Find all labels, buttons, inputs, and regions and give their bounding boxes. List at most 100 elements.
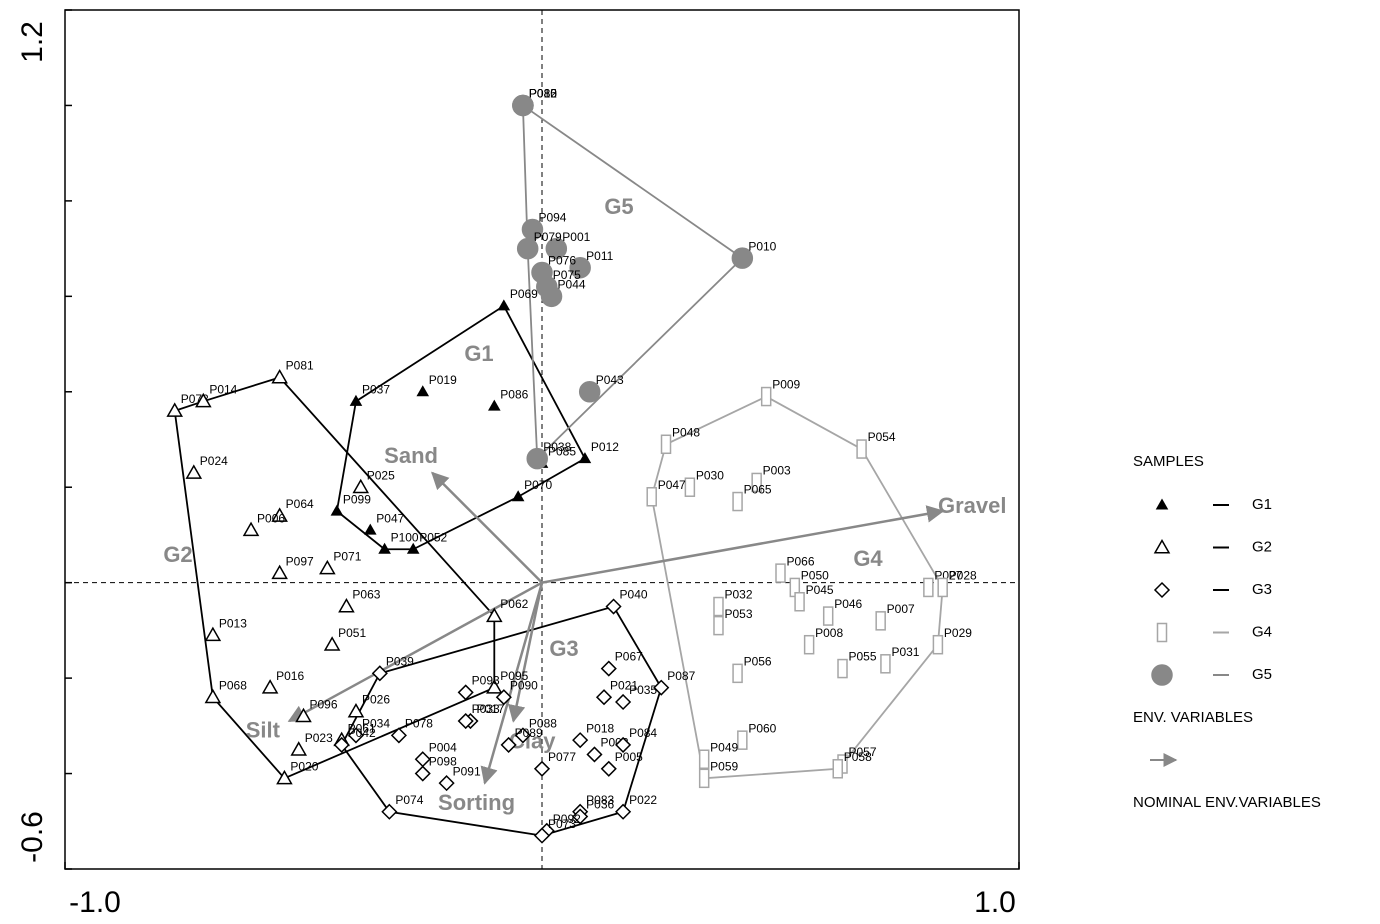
group-label: G5 — [604, 194, 633, 219]
point-label: P047 — [658, 478, 686, 492]
point-label: P060 — [748, 721, 776, 735]
point-label: P081 — [286, 359, 314, 373]
sample-point — [514, 727, 531, 744]
point-label: P092 — [553, 812, 581, 826]
point-label: P003 — [763, 464, 791, 478]
sample-point — [406, 542, 420, 554]
sample-point — [242, 521, 260, 537]
legend-nominal-title: NOMINAL ENV.VARIABLES — [1133, 794, 1321, 811]
sample-point — [261, 679, 279, 694]
point-label: P059 — [710, 759, 738, 773]
point-label: P052 — [419, 530, 447, 544]
point-label: P040 — [620, 588, 648, 602]
point-label: P095 — [500, 669, 528, 683]
sample-point — [615, 736, 632, 753]
x-tick-label: 1.0 — [974, 886, 1016, 919]
sample-point — [414, 751, 431, 768]
y-tick-label: -0.6 — [16, 811, 49, 863]
point-label: P073 — [548, 817, 576, 831]
point-label: P068 — [219, 678, 247, 692]
sample-point — [486, 679, 503, 694]
sample-point — [363, 523, 377, 535]
sample-point — [414, 765, 431, 782]
point-label: P022 — [629, 793, 657, 807]
sample-point — [615, 693, 632, 711]
point-label: P090 — [510, 678, 538, 692]
point-label: P069 — [510, 287, 538, 301]
point-label: P044 — [558, 278, 586, 292]
sample-point — [526, 447, 548, 470]
point-label: P093 — [472, 674, 500, 688]
point-label: P075 — [553, 268, 581, 282]
point-label: P087 — [667, 669, 695, 683]
sample-point — [880, 654, 891, 674]
sample-point — [371, 665, 388, 682]
sample-point — [605, 598, 622, 615]
legend-label: G3 — [1252, 581, 1272, 598]
sample-point — [856, 439, 867, 459]
group-hull — [335, 304, 587, 551]
sample-point — [578, 381, 601, 403]
point-label: P004 — [429, 740, 457, 754]
point-label: P014 — [209, 382, 237, 396]
point-label: P079 — [534, 230, 562, 244]
env-arrow — [287, 581, 543, 723]
point-label: P028 — [949, 569, 977, 583]
sample-point — [500, 736, 517, 753]
sample-point — [347, 727, 365, 744]
sample-point — [416, 385, 430, 397]
point-label: P007 — [887, 602, 915, 616]
sample-point — [533, 827, 551, 844]
sample-point — [276, 769, 293, 785]
sample-point — [457, 684, 474, 701]
sample-point — [713, 615, 724, 636]
sample-point — [352, 478, 370, 494]
sample-point — [698, 768, 710, 789]
point-label: P071 — [333, 550, 361, 564]
point-label: P050 — [801, 569, 829, 583]
point-label: P012 — [591, 440, 619, 454]
sample-point — [378, 542, 391, 554]
point-label: P051 — [338, 626, 366, 640]
sample-point — [271, 368, 288, 384]
sample-point — [803, 634, 815, 655]
point-label: P020 — [290, 759, 318, 773]
legend-env-title: ENV. VARIABLES — [1133, 709, 1253, 726]
sample-point — [497, 299, 511, 311]
point-label: P091 — [453, 764, 481, 778]
group-hull — [340, 605, 663, 837]
sample-point — [615, 803, 632, 820]
sample-point — [457, 713, 474, 730]
sample-point — [319, 559, 336, 575]
sample-point — [937, 577, 948, 598]
point-label: P076 — [548, 254, 576, 268]
point-label: P085 — [548, 445, 576, 459]
point-label: P089 — [515, 726, 543, 740]
legend-symbol — [1151, 664, 1173, 686]
point-label: P048 — [672, 425, 700, 439]
sample-point — [486, 607, 503, 623]
sample-point — [660, 434, 672, 455]
point-label: P056 — [744, 655, 772, 669]
point-label: P084 — [629, 726, 657, 740]
point-label: P062 — [500, 597, 528, 611]
group-label: G1 — [464, 341, 493, 366]
sample-point — [511, 490, 525, 502]
point-label: P066 — [787, 554, 815, 568]
point-label: P019 — [429, 373, 457, 387]
sample-point — [545, 237, 568, 260]
env-label: Gravel — [938, 493, 1007, 518]
point-label: P058 — [844, 750, 872, 764]
point-label: P098 — [429, 755, 457, 769]
point-label: P067 — [615, 650, 643, 664]
point-label: P039 — [386, 655, 414, 669]
sample-point — [578, 452, 592, 464]
legend-symbol — [1153, 581, 1171, 599]
sample-point — [390, 727, 407, 744]
x-tick-label: -1.0 — [69, 886, 121, 919]
point-label: P032 — [724, 588, 752, 602]
legend-label: G1 — [1252, 496, 1272, 513]
sample-point — [330, 504, 344, 516]
point-label: P055 — [849, 650, 877, 664]
